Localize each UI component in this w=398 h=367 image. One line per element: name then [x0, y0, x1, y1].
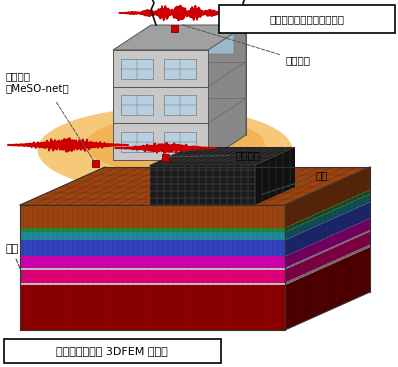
- Text: 地盤－建物系観測点の概要: 地盤－建物系観測点の概要: [269, 14, 345, 24]
- Polygon shape: [20, 205, 285, 228]
- Ellipse shape: [37, 108, 293, 193]
- Polygon shape: [159, 34, 191, 54]
- Polygon shape: [285, 190, 370, 232]
- Polygon shape: [121, 59, 153, 79]
- Text: 建物: 建物: [263, 170, 328, 194]
- Polygon shape: [20, 283, 285, 285]
- Polygon shape: [285, 194, 370, 240]
- Text: 建物上部: 建物上部: [182, 25, 310, 65]
- Polygon shape: [151, 25, 246, 135]
- Polygon shape: [113, 50, 208, 160]
- Polygon shape: [150, 165, 255, 205]
- Ellipse shape: [85, 116, 265, 174]
- Polygon shape: [20, 285, 285, 330]
- Polygon shape: [285, 202, 370, 257]
- Polygon shape: [164, 95, 196, 115]
- FancyBboxPatch shape: [4, 339, 221, 363]
- Polygon shape: [285, 167, 370, 228]
- Polygon shape: [208, 25, 246, 160]
- Polygon shape: [285, 245, 370, 285]
- Polygon shape: [164, 59, 196, 79]
- Polygon shape: [20, 228, 285, 232]
- Polygon shape: [20, 269, 285, 283]
- Polygon shape: [164, 132, 196, 152]
- FancyBboxPatch shape: [219, 5, 395, 33]
- Polygon shape: [20, 232, 285, 240]
- Polygon shape: [121, 95, 153, 115]
- Polygon shape: [121, 132, 153, 152]
- Text: 地盤－建物系の 3DFEM モデル: 地盤－建物系の 3DFEM モデル: [56, 346, 168, 356]
- Bar: [171, 25, 178, 32]
- Polygon shape: [285, 230, 370, 269]
- Polygon shape: [202, 34, 234, 54]
- Polygon shape: [113, 25, 246, 50]
- Polygon shape: [150, 147, 295, 165]
- Polygon shape: [20, 240, 285, 257]
- Bar: [162, 153, 169, 160]
- Polygon shape: [285, 232, 370, 283]
- Polygon shape: [285, 218, 370, 268]
- Text: 自由地盤
（MeSO-net）: 自由地盤 （MeSO-net）: [5, 71, 69, 93]
- Text: 地盤: 地盤: [5, 244, 24, 277]
- Polygon shape: [20, 268, 285, 269]
- Polygon shape: [20, 167, 370, 205]
- Bar: [92, 160, 98, 167]
- Text: 建物１階: 建物１階: [168, 150, 260, 160]
- Polygon shape: [285, 247, 370, 330]
- Polygon shape: [20, 257, 285, 268]
- Polygon shape: [255, 147, 295, 205]
